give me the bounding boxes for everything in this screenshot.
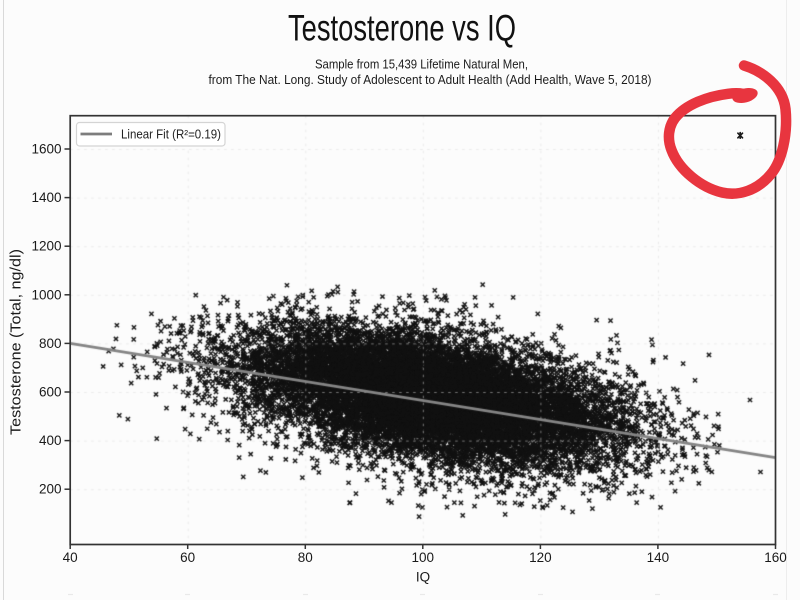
svg-text:Sample from 15,439 Lifetime Na: Sample from 15,439 Lifetime Natural Men, xyxy=(315,56,528,71)
svg-text:from The Nat. Long. Study of A: from The Nat. Long. Study of Adolescent … xyxy=(209,72,652,87)
svg-text:60: 60 xyxy=(180,550,195,565)
svg-text:80: 80 xyxy=(298,550,313,565)
svg-text:600: 600 xyxy=(39,385,62,400)
svg-text:40: 40 xyxy=(63,550,78,565)
svg-text:Linear Fit (R²=0.19): Linear Fit (R²=0.19) xyxy=(121,127,221,142)
svg-text:1200: 1200 xyxy=(31,239,61,254)
svg-text:140: 140 xyxy=(647,550,670,565)
svg-text:200: 200 xyxy=(39,482,62,497)
svg-text:IQ: IQ xyxy=(416,570,430,585)
svg-text:1400: 1400 xyxy=(31,190,61,205)
svg-text:Testosterone vs IQ: Testosterone vs IQ xyxy=(288,8,516,49)
svg-text:800: 800 xyxy=(39,336,62,351)
svg-text:120: 120 xyxy=(529,550,552,565)
svg-text:1600: 1600 xyxy=(31,142,61,157)
svg-text:100: 100 xyxy=(412,550,435,565)
svg-text:160: 160 xyxy=(764,550,787,565)
svg-text:Testosterone (Total, ng/dl): Testosterone (Total, ng/dl) xyxy=(8,249,25,435)
svg-text:1000: 1000 xyxy=(31,287,61,302)
svg-text:400: 400 xyxy=(39,433,62,448)
